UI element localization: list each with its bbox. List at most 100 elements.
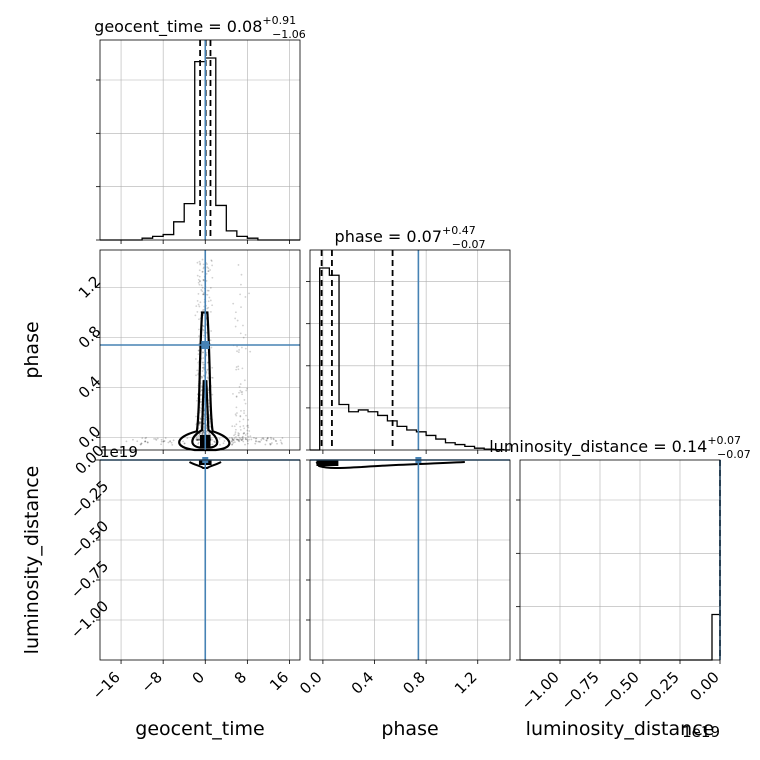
sample-point — [247, 435, 250, 438]
sample-point — [255, 440, 257, 442]
sample-point — [231, 443, 234, 446]
sample-point — [247, 418, 250, 421]
sample-point — [207, 388, 210, 390]
sample-point — [125, 440, 128, 443]
sample-point — [214, 441, 217, 444]
sample-point — [201, 290, 204, 293]
panel-geocent_time-luminosity_distance — [99, 459, 301, 661]
sample-point — [240, 306, 242, 309]
sample-point — [199, 422, 202, 424]
tick-label-x: 8 — [231, 668, 250, 687]
sample-point — [207, 270, 210, 272]
sample-point — [255, 437, 258, 440]
sample-point — [257, 440, 260, 443]
sample-point — [208, 296, 211, 299]
sample-point — [196, 439, 199, 441]
density-core — [316, 460, 339, 466]
sample-point — [197, 281, 200, 284]
sample-point — [272, 438, 275, 441]
sample-point — [196, 439, 199, 441]
tick-label-y: −0.25 — [67, 477, 112, 522]
sample-point — [202, 366, 205, 369]
sample-point — [156, 437, 159, 440]
sample-point — [237, 434, 240, 437]
sample-point — [249, 435, 252, 438]
sample-point — [200, 398, 202, 401]
sample-point — [223, 440, 226, 442]
sample-point — [266, 437, 269, 440]
sample-point — [207, 300, 210, 303]
sample-point — [145, 436, 148, 439]
sample-point — [140, 442, 143, 445]
sample-point — [203, 325, 205, 328]
sample-point — [239, 437, 242, 440]
sample-point — [243, 412, 245, 415]
sample-point — [237, 439, 240, 441]
sample-point — [202, 329, 205, 332]
sample-point — [197, 361, 200, 364]
sample-point — [258, 440, 261, 443]
sample-point — [203, 308, 205, 311]
sample-point — [201, 366, 204, 369]
sample-point — [211, 393, 214, 396]
sample-point — [198, 438, 200, 441]
sample-point — [275, 440, 278, 443]
sample-point — [199, 280, 201, 282]
sample-point — [197, 438, 200, 441]
sample-point — [198, 305, 201, 308]
sample-point — [235, 438, 238, 441]
sample-point — [242, 432, 245, 435]
sample-point — [183, 442, 186, 445]
sample-point — [209, 269, 212, 271]
sample-point — [244, 438, 247, 441]
sample-point — [140, 443, 142, 446]
axis-label-y-phase: phase — [21, 321, 43, 378]
sample-point — [210, 330, 213, 332]
sample-point — [245, 438, 247, 441]
sample-point — [232, 302, 235, 305]
sample-point — [206, 376, 209, 379]
sample-point — [209, 425, 212, 428]
tick-label-y: −0.75 — [67, 557, 112, 602]
sample-point — [242, 324, 244, 327]
sample-point — [200, 385, 203, 387]
sample-point — [198, 421, 201, 424]
sample-point — [238, 440, 241, 443]
sample-point — [206, 307, 209, 310]
sample-point — [265, 439, 268, 442]
sample-point — [202, 361, 205, 364]
sample-point — [240, 283, 242, 286]
sample-point — [238, 438, 241, 441]
sample-point — [198, 335, 200, 338]
sample-point — [234, 413, 237, 416]
sample-point — [233, 437, 236, 440]
sample-point — [264, 443, 267, 446]
sample-point — [140, 442, 143, 445]
sample-point — [201, 258, 204, 261]
sample-point — [210, 259, 213, 262]
sample-point — [201, 375, 203, 378]
sample-point — [247, 426, 250, 429]
sample-point — [234, 433, 237, 436]
sample-point — [207, 267, 210, 270]
sample-point — [244, 296, 247, 298]
sample-point — [236, 438, 239, 441]
sample-point — [198, 283, 201, 286]
sample-point — [201, 433, 204, 436]
sample-point — [206, 263, 208, 265]
sample-point — [239, 425, 242, 428]
sample-point — [242, 440, 245, 443]
sample-point — [241, 391, 244, 393]
sample-point — [199, 421, 201, 423]
sample-point — [201, 286, 204, 289]
sample-point — [171, 443, 174, 446]
sample-point — [236, 438, 239, 441]
sample-point — [199, 422, 201, 425]
sample-point — [186, 437, 189, 440]
sample-point — [202, 374, 205, 377]
sample-point — [236, 350, 238, 353]
sample-point — [196, 311, 199, 313]
sample-point — [243, 427, 246, 430]
sample-point — [197, 278, 200, 281]
